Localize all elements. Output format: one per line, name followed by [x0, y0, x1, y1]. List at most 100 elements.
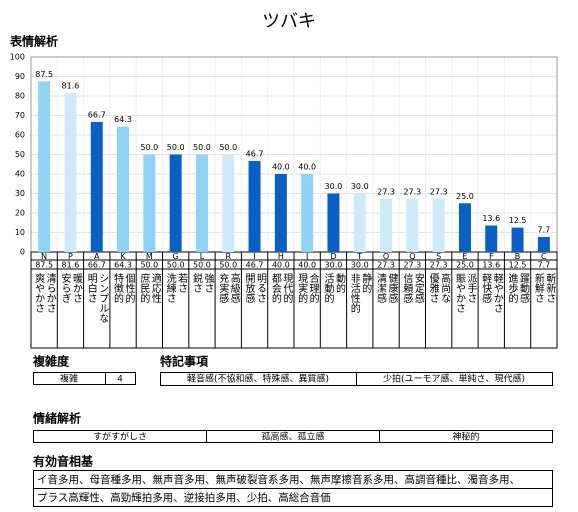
x-tick-label: K: [120, 252, 126, 261]
cell: すがすがしさ: [93, 431, 147, 443]
table-value: 40.0: [298, 261, 316, 270]
bar: [38, 81, 51, 252]
description: 健康感: [386, 273, 398, 303]
bar: [301, 174, 314, 252]
bar: [117, 126, 130, 252]
x-tick-label: I: [253, 252, 255, 261]
y-tick-label: 0: [20, 248, 25, 257]
description: 現実的: [296, 273, 308, 304]
table-value: 66.7: [88, 261, 106, 270]
description: 静的: [360, 272, 372, 294]
bar: [64, 92, 77, 252]
y-tick-label: 100: [10, 53, 25, 62]
section-title: 情緒解析: [33, 411, 81, 426]
y-tick-label: 70: [15, 111, 25, 120]
description: 優雅さ: [427, 272, 439, 303]
description: 現代的: [281, 273, 293, 304]
x-tick-label: C: [541, 252, 547, 261]
value-label: 30.0: [351, 182, 369, 191]
x-tick-label: O: [383, 252, 389, 261]
description: 暖かさ: [70, 272, 82, 303]
x-tick-label: N: [41, 252, 47, 261]
value-label: 64.3: [114, 115, 132, 124]
value-label: 46.7: [246, 149, 264, 158]
description: 特徴的: [112, 273, 124, 304]
value-label: 40.0: [298, 163, 316, 172]
bar: [511, 227, 524, 252]
table-value: 30.0: [351, 261, 369, 270]
table-value: 27.3: [430, 261, 448, 270]
table-value: 50.0: [140, 261, 158, 270]
x-tick-label: B: [515, 252, 521, 261]
description: 活動的: [322, 273, 334, 304]
description: 鋭さ: [190, 272, 202, 293]
text-line: プラス高輝性、高勁輝拍多用、逆接拍多用、少拍、高総合音価: [37, 491, 331, 504]
value-label: 12.5: [509, 216, 527, 225]
table-value: 30.0: [325, 261, 343, 270]
value-label: 40.0: [272, 163, 290, 172]
bar: [432, 198, 445, 252]
bar: [458, 203, 471, 252]
table-value: 13.6: [482, 261, 500, 270]
description: 高尚な: [439, 272, 451, 303]
description: 適応性: [149, 272, 161, 304]
x-tick-label: G: [173, 252, 179, 261]
description: 爽やかさ: [33, 273, 45, 313]
bar: [274, 174, 287, 252]
text-line: イ音多用、母音種多用、無声音多用、無声破裂音系多用、無声摩擦音系多用、高調音種比…: [37, 473, 520, 486]
bar: [195, 154, 208, 252]
x-tick-label: F: [489, 252, 494, 261]
description: 明るさ: [255, 273, 267, 303]
table-value: 46.7: [246, 261, 264, 270]
chart-title: 表情解析: [9, 34, 58, 49]
description: 躍動感: [518, 273, 530, 303]
table-value: 25.0: [456, 261, 474, 270]
table-value: 50.0: [219, 261, 237, 270]
table-value: 81.6: [62, 261, 80, 270]
table-value: 87.5: [35, 261, 53, 270]
table-value: 50.0: [167, 261, 185, 270]
table-value: 12.5: [509, 261, 527, 270]
value-label: 66.7: [88, 110, 106, 119]
y-tick-label: 50: [15, 150, 25, 159]
value-label: 50.0: [140, 143, 158, 152]
bar: [90, 121, 103, 252]
description: 都会的: [269, 273, 281, 304]
y-tick-label: 20: [15, 209, 25, 218]
x-tick-label: Q: [409, 252, 415, 261]
description: 安定感: [412, 272, 424, 303]
x-tick-label: M: [146, 252, 153, 261]
section-title: 複雑度: [32, 354, 70, 369]
cell: 少拍(ユーモア感、単純さ、現代感): [383, 373, 525, 385]
description: 清らかさ: [44, 272, 56, 313]
bar: [406, 198, 419, 252]
x-tick-label: H: [278, 252, 284, 261]
value-label: 27.3: [430, 187, 448, 196]
x-tick-label: J: [305, 252, 308, 261]
table-value: 27.3: [377, 261, 395, 270]
value-label: 50.0: [219, 143, 237, 152]
description: 軽快感: [480, 273, 492, 303]
x-tick-label: A: [94, 252, 100, 261]
page-title: ツバキ: [262, 11, 316, 32]
description: 充実感: [217, 272, 229, 303]
x-tick-label: R: [225, 252, 231, 261]
bar: [327, 193, 340, 252]
bar: [169, 154, 182, 252]
bar: [537, 236, 550, 252]
value-label: 87.5: [35, 70, 53, 79]
value-label: 30.0: [325, 182, 343, 191]
section-title: 特記事項: [160, 354, 209, 369]
description: 安らぎ: [59, 272, 71, 303]
cell: 4: [117, 375, 123, 385]
bar: [380, 198, 393, 252]
y-tick-label: 60: [15, 131, 25, 140]
value-label: 27.3: [403, 187, 421, 196]
description: 庶民的: [138, 272, 150, 304]
bar: [353, 193, 366, 252]
description: 若さ: [176, 272, 188, 293]
y-tick-label: 80: [15, 92, 25, 101]
description: 非活性的: [348, 273, 360, 314]
description: 信頼感: [401, 273, 413, 303]
